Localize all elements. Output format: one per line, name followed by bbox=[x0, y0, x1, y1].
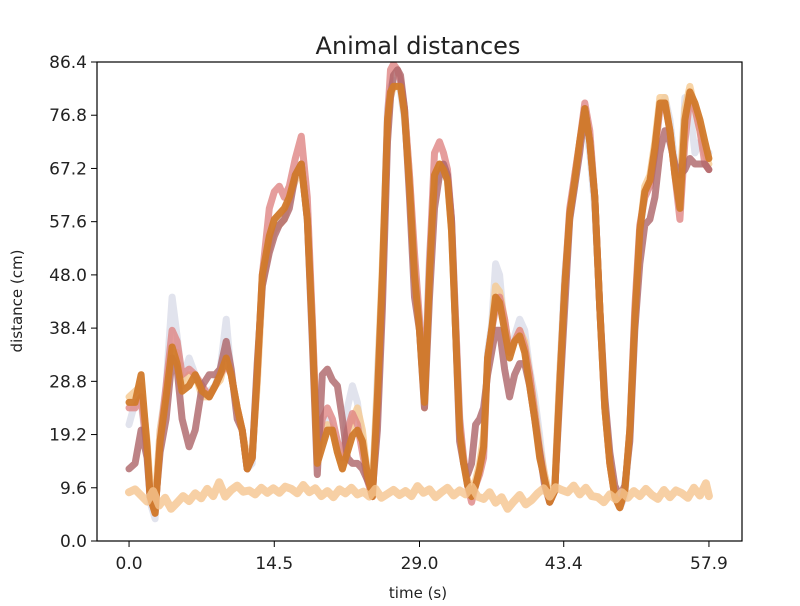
y-tick-label: 0.0 bbox=[60, 532, 87, 552]
y-tick-label: 76.8 bbox=[49, 106, 87, 126]
chart-title: Animal distances bbox=[316, 32, 521, 60]
y-tick-label: 57.6 bbox=[49, 213, 87, 233]
series-line bbox=[125, 82, 713, 517]
y-axis: 0.0 9.6 19.2 28.8 38.4 48.0 57.6 67.2 76.8 86.4 bbox=[49, 53, 97, 552]
y-tick-label: 67.2 bbox=[49, 159, 87, 179]
y-tick-label: 28.8 bbox=[49, 372, 87, 392]
plot-area bbox=[96, 61, 743, 542]
y-tick-label: 38.4 bbox=[49, 319, 87, 339]
y-axis-label: distance (cm) bbox=[8, 250, 26, 353]
x-axis-label: time (s) bbox=[389, 584, 447, 602]
x-tick-label: 0.0 bbox=[116, 554, 143, 574]
series-line bbox=[125, 478, 713, 513]
x-tick-label: 14.5 bbox=[255, 554, 293, 574]
y-tick-label: 19.2 bbox=[49, 426, 87, 446]
series-layer bbox=[125, 62, 713, 523]
x-tick-label: 57.9 bbox=[690, 554, 728, 574]
y-tick-label: 9.6 bbox=[60, 479, 87, 499]
x-axis: 0.0 14.5 29.0 43.4 57.9 bbox=[116, 541, 728, 574]
x-tick-label: 43.4 bbox=[545, 554, 583, 574]
x-tick-label: 29.0 bbox=[401, 554, 439, 574]
y-tick-label: 48.0 bbox=[49, 266, 87, 286]
y-tick-label: 86.4 bbox=[49, 53, 87, 73]
